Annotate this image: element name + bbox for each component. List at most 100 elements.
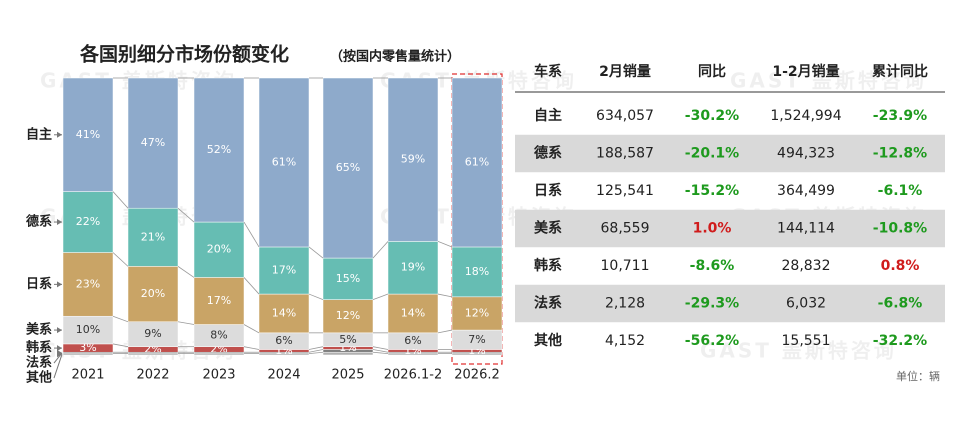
bar-segment — [451, 296, 503, 331]
table-header: 车系 — [534, 63, 562, 80]
unit-note: 单位：辆 — [896, 369, 940, 383]
connector-line — [177, 207, 195, 223]
bar-segment — [451, 246, 503, 298]
table-header: 累计同比 — [872, 63, 928, 80]
data-label: 6% — [275, 334, 292, 347]
data-label: 5% — [339, 333, 356, 346]
table-cell: 28,832 — [782, 258, 831, 274]
x-tick-label: 2024 — [267, 368, 300, 383]
bar-segment — [62, 77, 114, 192]
table-cell: -6.8% — [878, 296, 923, 312]
bar-segment — [127, 266, 179, 323]
table-cell: 1.0% — [693, 221, 732, 237]
table-cell: 144,114 — [777, 221, 835, 237]
bar-segment — [451, 77, 503, 248]
bar-segment — [387, 241, 439, 295]
arrow-head — [57, 131, 62, 138]
x-tick-label: 2026.2 — [454, 368, 500, 383]
connector-line — [243, 324, 260, 334]
data-label: 15% — [336, 272, 360, 285]
data-label: 10% — [76, 323, 100, 336]
series-label: 自主 — [26, 126, 52, 142]
connector-line — [308, 346, 324, 350]
watermark: GAST 盖斯特咨询 — [730, 69, 927, 93]
connector-line — [243, 346, 260, 350]
table-cell: -30.2% — [685, 108, 739, 124]
row-band — [515, 209, 945, 248]
arrow-head — [57, 219, 62, 226]
data-label: 23% — [76, 277, 100, 290]
connector-line — [372, 346, 389, 350]
table-cell: 634,057 — [596, 108, 654, 124]
bar-segment — [322, 77, 374, 259]
table-cell: 10,711 — [601, 258, 650, 274]
series-arrow — [53, 354, 63, 379]
bar-segment — [193, 221, 245, 278]
arrow-head — [57, 345, 62, 352]
table-cell: 68,559 — [601, 221, 650, 237]
data-label: 47% — [141, 136, 165, 149]
table-cell: 6,032 — [786, 296, 826, 312]
bar-segment — [62, 191, 114, 253]
row-label: 韩系 — [534, 257, 562, 274]
table-cell: 1,524,994 — [770, 108, 841, 124]
table-cell: -20.1% — [685, 146, 739, 162]
table-cell: 0.8% — [881, 258, 920, 274]
watermark: GAST 盖斯特咨询 — [700, 339, 897, 363]
table-cell: 15,551 — [782, 333, 831, 349]
bar-segment — [322, 299, 374, 334]
series-label: 韩系 — [26, 340, 52, 356]
arrow-head — [57, 327, 62, 334]
bar-segment — [387, 293, 439, 334]
table-cell: 2,128 — [605, 296, 645, 312]
bar-segment — [127, 321, 179, 347]
connector-line — [177, 321, 195, 325]
table-cell: -15.2% — [685, 183, 739, 199]
connector-line — [437, 293, 453, 298]
data-label: 41% — [76, 128, 100, 141]
data-label: 12% — [336, 309, 360, 322]
data-label: 6% — [404, 334, 421, 347]
data-label: 7% — [468, 333, 485, 346]
table-cell: -29.3% — [685, 296, 739, 312]
connector-line — [243, 277, 260, 295]
data-label: 22% — [76, 215, 100, 228]
connector-line — [177, 266, 195, 278]
data-label: 19% — [401, 261, 425, 274]
table-cell: -8.6% — [690, 258, 735, 274]
data-label: 61% — [465, 155, 489, 168]
connector-line — [372, 293, 389, 300]
connector-line — [112, 191, 129, 209]
data-label: 65% — [336, 161, 360, 174]
series-label: 法系 — [26, 355, 52, 371]
x-tick-label: 2021 — [71, 368, 104, 383]
connector-line — [308, 246, 324, 259]
table-cell: -12.8% — [873, 146, 927, 162]
data-label: 14% — [401, 306, 425, 319]
connector-line — [243, 221, 260, 248]
series-label: 其他 — [26, 370, 52, 386]
series-label: 日系 — [26, 276, 52, 292]
data-label: 21% — [141, 230, 165, 243]
connector-line — [372, 351, 389, 355]
x-tick-label: 2026.1-2 — [384, 368, 442, 383]
table-cell: 188,587 — [596, 146, 654, 162]
row-label: 日系 — [534, 182, 562, 199]
table-header: 1-2月销量 — [772, 63, 839, 80]
bar-segment — [322, 257, 374, 300]
connector-line — [372, 241, 389, 259]
chart-subtitle: （按国内零售量统计） — [330, 49, 460, 65]
connector-line — [112, 315, 129, 323]
bar-segment — [387, 77, 439, 242]
x-tick-label: 2022 — [136, 368, 169, 383]
connector-line — [308, 293, 324, 300]
bar-segment — [258, 293, 310, 334]
row-label: 自主 — [534, 107, 562, 124]
row-band — [515, 134, 945, 173]
bar-segment — [258, 246, 310, 295]
data-label: 61% — [272, 155, 296, 168]
connector-line — [308, 349, 324, 353]
data-label: 12% — [465, 306, 489, 319]
